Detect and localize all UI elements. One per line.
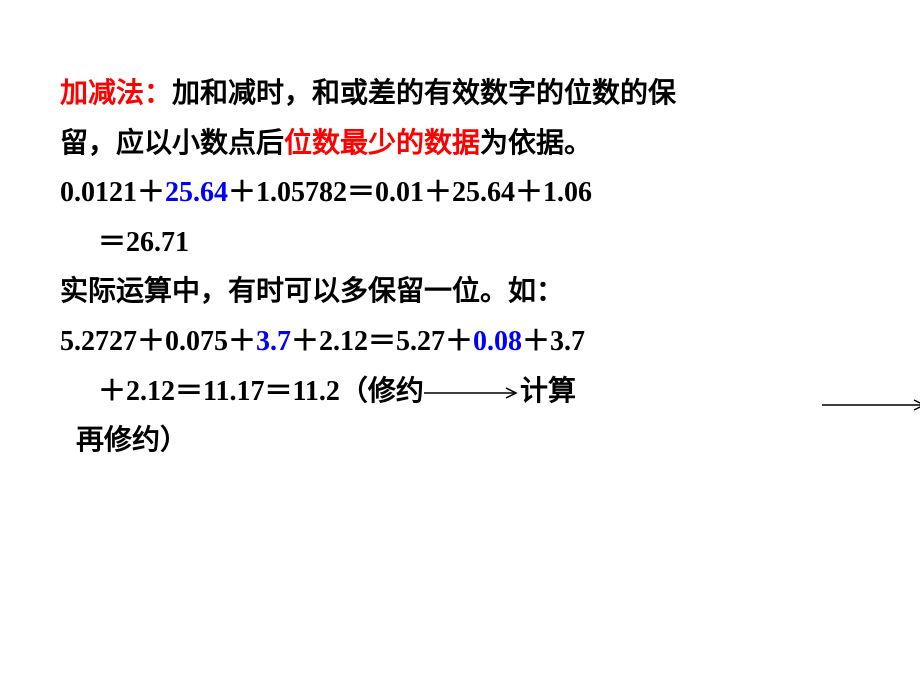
intro-text-1: 加和减时，和或差的有效数字的位数的保	[172, 78, 676, 109]
last-line: 再修约）	[60, 417, 870, 465]
eq2-part4: ＋2.12＝11.17＝11.2	[98, 376, 340, 407]
intro-text-2b: 为依据。	[480, 128, 592, 159]
intro-line-1: 加减法：加和减时，和或差的有效数字的位数的保	[60, 70, 870, 118]
title-highlight: 加减法：	[60, 78, 172, 109]
equation-1-line-1: 0.0121＋25.64＋1.05782＝0.01＋25.64＋1.06	[60, 169, 870, 217]
mid-text: 实际运算中，有时可以多保留一位。如：	[60, 276, 564, 307]
eq2-blue2: 0.08	[473, 326, 522, 357]
eq1-part2: ＋1.05782＝0.01＋25.64＋1.06	[228, 177, 592, 208]
eq2-part3: ＋3.7	[522, 326, 585, 357]
eq1-blue1: 25.64	[165, 177, 228, 208]
eq2-blue1: 3.7	[256, 326, 291, 357]
eq1-part3: ＝26.71	[98, 227, 189, 258]
arrow-icon	[422, 385, 522, 401]
equation-2-line-1: 5.2727＋0.075＋3.7＋2.12＝5.27＋0.08＋3.7	[60, 318, 870, 366]
eq2-part2: ＋2.12＝5.27＋	[291, 326, 473, 357]
intro-line-2: 留，应以小数点后位数最少的数据为依据。	[60, 120, 870, 168]
mid-text-line: 实际运算中，有时可以多保留一位。如：	[60, 268, 870, 316]
last-text: 再修约）	[76, 425, 188, 456]
equation-1-line-2: ＝26.71	[60, 219, 870, 267]
equation-2-line-2: ＋2.12＝11.17＝11.2（修约 计算	[60, 368, 870, 416]
calc-word: 计算	[520, 376, 576, 407]
intro-text-2a: 留，应以小数点后	[60, 128, 284, 159]
eq1-part1: 0.0121＋	[60, 177, 165, 208]
paren-open: （修约	[340, 376, 424, 407]
eq2-part1: 5.2727＋0.075＋	[60, 326, 256, 357]
intro-highlight: 位数最少的数据	[284, 128, 480, 159]
arrow-icon	[820, 397, 920, 413]
